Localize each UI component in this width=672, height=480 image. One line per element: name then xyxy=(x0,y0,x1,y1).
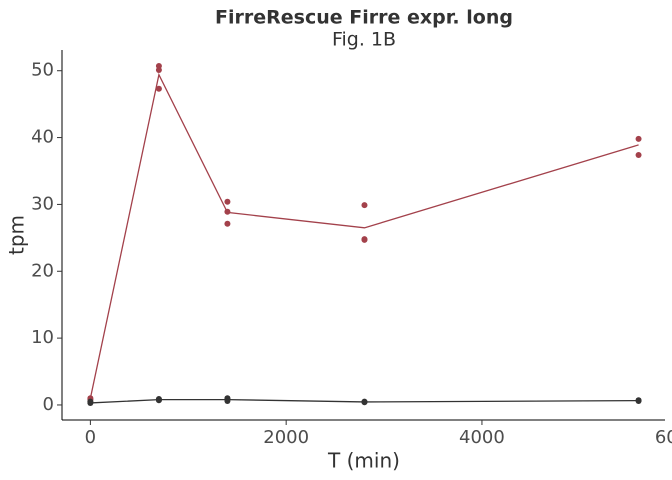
data-point xyxy=(224,395,231,402)
data-point xyxy=(224,208,231,215)
x-tick-label: 6000 xyxy=(655,427,672,448)
x-axis-label: T (min) xyxy=(327,449,400,473)
chart-title: FirreRescue Firre expr. long xyxy=(215,7,513,29)
chart-subtitle: Fig. 1B xyxy=(332,29,396,51)
y-tick-label: 20 xyxy=(31,260,54,281)
data-point xyxy=(635,397,642,404)
data-point xyxy=(635,151,642,158)
data-point xyxy=(155,85,162,92)
data-point xyxy=(155,396,162,403)
data-point xyxy=(224,220,231,227)
data-point xyxy=(361,399,368,406)
data-point xyxy=(361,236,368,243)
x-tick-label: 4000 xyxy=(459,427,505,448)
y-tick-label: 50 xyxy=(31,60,54,81)
y-tick-label: 10 xyxy=(31,327,54,348)
y-tick-label: 0 xyxy=(43,394,54,415)
data-point xyxy=(224,198,231,205)
data-point xyxy=(155,67,162,74)
y-axis-label: tpm xyxy=(5,215,29,255)
data-point xyxy=(361,202,368,209)
y-tick-label: 30 xyxy=(31,193,54,214)
x-tick-label: 0 xyxy=(85,427,96,448)
y-tick-label: 40 xyxy=(31,127,54,148)
data-point xyxy=(87,398,94,405)
data-point xyxy=(635,135,642,142)
x-tick-label: 2000 xyxy=(263,427,309,448)
